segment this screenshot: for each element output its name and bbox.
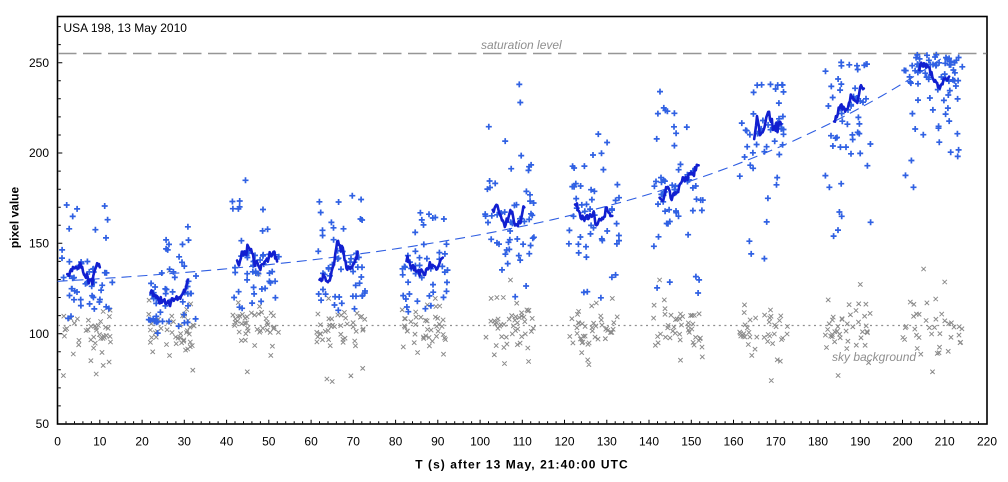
svg-text:T (s) after 13 May, 21:40:00 U: T (s) after 13 May, 21:40:00 UTC xyxy=(415,458,628,472)
svg-text:140: 140 xyxy=(639,435,659,449)
svg-text:190: 190 xyxy=(850,435,870,449)
svg-text:saturation level: saturation level xyxy=(481,38,562,52)
svg-text:90: 90 xyxy=(431,435,445,449)
svg-text:sky background: sky background xyxy=(832,350,916,364)
svg-text:USA 198, 13 May 2010: USA 198, 13 May 2010 xyxy=(64,21,188,35)
svg-text:30: 30 xyxy=(178,435,192,449)
svg-text:170: 170 xyxy=(766,435,786,449)
svg-text:220: 220 xyxy=(977,435,997,449)
svg-text:70: 70 xyxy=(347,435,361,449)
svg-text:200: 200 xyxy=(29,146,49,160)
svg-text:100: 100 xyxy=(470,435,490,449)
svg-text:150: 150 xyxy=(29,237,49,251)
svg-text:40: 40 xyxy=(220,435,234,449)
svg-text:100: 100 xyxy=(29,327,49,341)
svg-text:80: 80 xyxy=(389,435,403,449)
svg-text:250: 250 xyxy=(29,56,49,70)
svg-text:160: 160 xyxy=(723,435,743,449)
svg-text:110: 110 xyxy=(513,435,532,449)
svg-text:180: 180 xyxy=(808,435,828,449)
svg-text:150: 150 xyxy=(681,435,701,449)
svg-text:50: 50 xyxy=(262,435,276,449)
svg-text:pixel value: pixel value xyxy=(8,186,22,248)
svg-text:210: 210 xyxy=(935,435,955,449)
svg-text:200: 200 xyxy=(892,435,912,449)
svg-text:0: 0 xyxy=(54,435,61,449)
svg-text:60: 60 xyxy=(304,435,318,449)
svg-text:50: 50 xyxy=(36,417,50,431)
svg-text:130: 130 xyxy=(597,435,617,449)
svg-text:10: 10 xyxy=(93,435,107,449)
svg-text:20: 20 xyxy=(135,435,149,449)
svg-text:120: 120 xyxy=(554,435,574,449)
